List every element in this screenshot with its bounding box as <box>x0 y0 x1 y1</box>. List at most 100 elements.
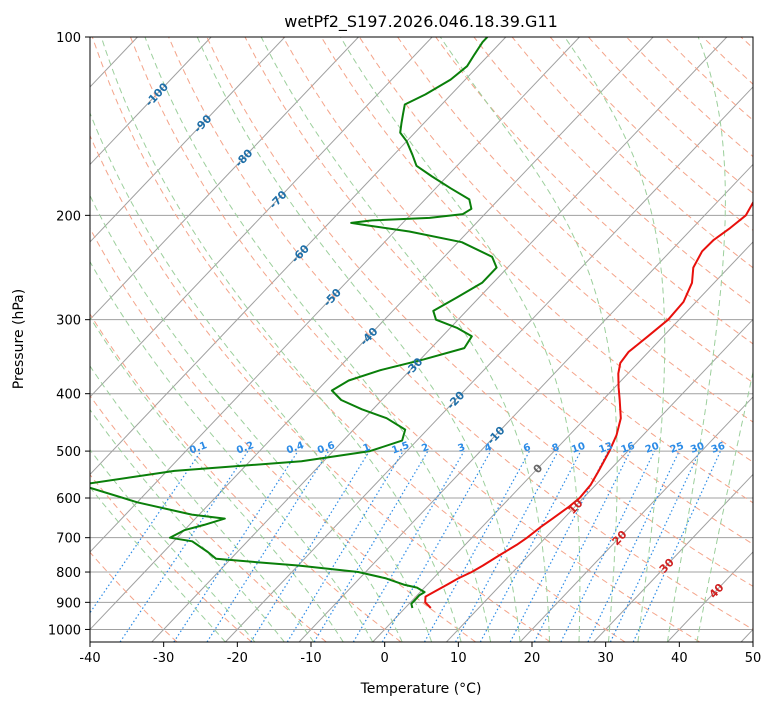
moist-adiabat-line <box>439 37 618 642</box>
y-tick-label: 200 <box>56 209 81 224</box>
mixing-ratio-label: 13 <box>597 441 614 456</box>
temperature-profile-line <box>424 200 753 609</box>
dry-adiabat-line <box>168 37 753 630</box>
dry-adiabat-line <box>282 37 753 504</box>
moist-adiabat-line <box>260 37 550 642</box>
moist-adiabat-line <box>90 408 285 642</box>
dry-adiabat-line <box>90 134 551 642</box>
mixing-ratio-line <box>587 450 680 642</box>
y-tick-label: 100 <box>56 31 81 46</box>
y-tick-label: 1000 <box>48 623 81 638</box>
isotherm-line <box>446 318 753 642</box>
dry-adiabat-line <box>473 37 753 307</box>
dry-adiabat-line <box>664 37 753 121</box>
isotherm-line <box>90 37 654 631</box>
dry-adiabat-line <box>588 37 753 194</box>
mixing-ratio-line <box>90 450 202 614</box>
x-tick-label: 40 <box>671 651 688 666</box>
isotherm-line <box>90 37 359 321</box>
isotherm-line <box>90 37 507 476</box>
x-tick-label: -20 <box>227 651 248 666</box>
x-tick-label: -40 <box>79 651 100 666</box>
mixing-ratio-label: 1 <box>362 442 372 455</box>
isotherm-line <box>519 396 753 642</box>
mixing-ratio-label: 3 <box>457 442 467 455</box>
x-tick-label: 30 <box>597 651 614 666</box>
isotherm-line <box>90 37 580 553</box>
dry-adiabat-line <box>90 551 178 642</box>
dry-adiabat-line <box>91 37 626 642</box>
isotherm-line <box>740 628 753 642</box>
isotherm-line <box>593 473 753 642</box>
mixing-ratio-label: 20 <box>644 441 661 456</box>
moist-adiabat-line <box>666 37 726 642</box>
x-tick-label: 0 <box>381 651 389 666</box>
y-tick-label: 700 <box>56 532 81 547</box>
dry-adiabat-line <box>397 37 753 384</box>
moist-adiabat-line <box>564 37 666 642</box>
dry-adiabat-line <box>244 37 753 545</box>
isotherm-line <box>90 37 286 243</box>
isotherm-line <box>225 86 753 642</box>
dry-adiabat-line <box>358 37 753 423</box>
x-axis-label: Temperature (°C) <box>360 681 482 697</box>
y-axis-label: Pressure (hPa) <box>11 289 27 389</box>
y-tick-label: 300 <box>56 314 81 329</box>
mixing-ratio-label: 2 <box>420 442 430 455</box>
moist-adiabat-line <box>90 316 344 642</box>
moist-adiabat-line <box>100 37 462 642</box>
moist-adiabat-line <box>90 260 374 642</box>
mixing-ratio-line <box>313 450 429 642</box>
isotherm-line <box>0 37 64 642</box>
dry-adiabat-line <box>549 37 753 231</box>
mixing-ratio-line <box>352 450 465 642</box>
x-tick-label: 50 <box>745 651 762 666</box>
mixing-ratio-label: 25 <box>669 441 686 456</box>
mixing-ratio-line <box>286 450 404 642</box>
mixing-ratio-label: 4 <box>483 442 493 455</box>
mixing-ratio-line <box>381 450 492 642</box>
mixing-ratio-label: 30 <box>689 441 706 456</box>
dry-adiabat-line <box>130 37 701 642</box>
isotherm-line <box>667 551 753 642</box>
moist-adiabat-line <box>90 111 433 642</box>
mixing-ratio-line <box>560 450 656 642</box>
chart-title: wetPf2_S197.2026.046.18.39.G11 <box>284 12 558 32</box>
mixing-ratio-line <box>119 450 249 642</box>
mixing-ratio-line <box>609 450 701 642</box>
isotherm-line <box>90 37 433 398</box>
mixing-ratio-label: 10 <box>570 441 587 456</box>
mixing-ratio-label: 0.2 <box>235 440 255 456</box>
dry-adiabat-line <box>435 37 753 345</box>
dry-adiabat-line <box>90 313 402 642</box>
moist-adiabat-line <box>696 369 753 642</box>
x-tick-label: 20 <box>524 651 541 666</box>
isotherm-line <box>90 37 212 166</box>
dry-adiabat-line <box>90 394 327 642</box>
mixing-ratio-label: 0.6 <box>316 440 336 456</box>
moist-adiabat-line <box>90 194 403 642</box>
mixing-ratio-line <box>455 450 559 642</box>
plot-frame <box>89 36 754 643</box>
x-tick-label: -30 <box>153 651 174 666</box>
dewpoint-profile-line <box>90 37 498 609</box>
mixing-ratio-line <box>206 450 330 642</box>
moist-adiabat-line <box>196 37 521 642</box>
y-tick-label: 900 <box>56 596 81 611</box>
dry-adiabat-line <box>740 37 753 49</box>
dry-adiabat-line <box>320 37 753 463</box>
mixing-ratio-line <box>173 450 299 642</box>
x-tick-label: -10 <box>300 651 321 666</box>
dry-adiabat-line <box>90 227 476 642</box>
moist-adiabat-line <box>340 37 581 642</box>
mixing-ratio-label: 6 <box>522 442 532 455</box>
mixing-ratio-label: 8 <box>551 442 561 455</box>
y-tick-label: 500 <box>56 445 81 460</box>
mixing-ratio-line <box>250 450 370 642</box>
isotherm-line <box>151 37 728 642</box>
isotherm-line <box>372 241 753 642</box>
mixing-ratio-line <box>632 450 721 642</box>
y-tick-label: 400 <box>56 388 81 403</box>
dry-adiabat-line <box>90 473 252 642</box>
